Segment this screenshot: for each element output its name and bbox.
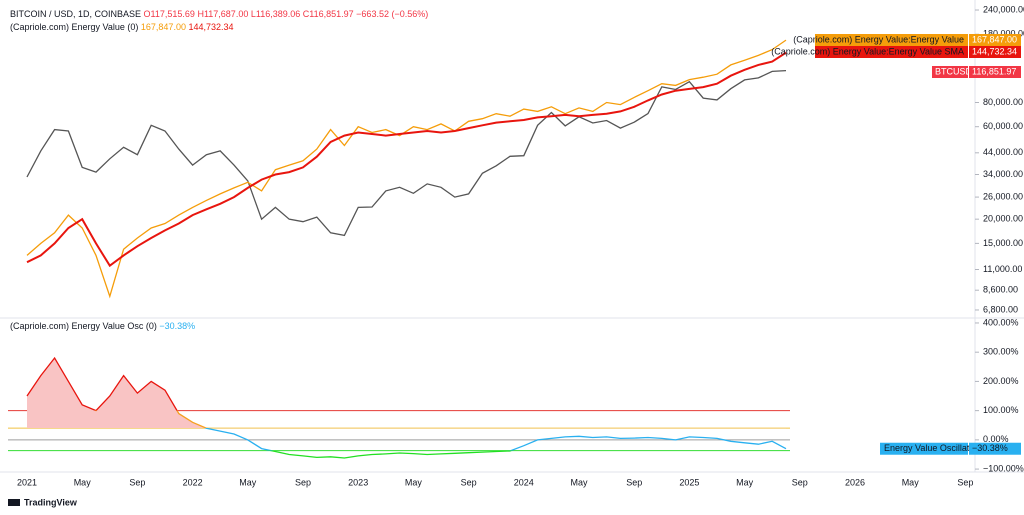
- y-tick-label: 34,000.00: [983, 169, 1023, 179]
- close: C116,851.97: [303, 9, 354, 19]
- value-label: −30.38%: [972, 443, 1008, 453]
- osc-area: [27, 358, 207, 429]
- x-tick-label: May: [570, 477, 588, 487]
- brand: TradingView: [8, 497, 78, 507]
- value-box: [969, 34, 1021, 46]
- y-tick-label: 8,600.00: [983, 285, 1018, 295]
- label-box: [880, 442, 968, 455]
- symbol-legend: BITCOIN / USD, 1D, COINBASE O117,515.69 …: [10, 9, 428, 19]
- change: −663.52 (−0.56%): [356, 9, 428, 19]
- x-tick-label: May: [902, 477, 920, 487]
- value-label: 167,847.00: [972, 34, 1017, 44]
- y-tick-label: 20,000.00: [983, 214, 1023, 224]
- high: H117,687.00: [197, 9, 248, 19]
- label-box: [815, 46, 968, 58]
- value-label: 144,732.34: [972, 46, 1017, 56]
- series-line: [26, 39, 787, 299]
- y-tick-label: 400.00%: [983, 317, 1019, 327]
- y-tick-label: 11,000.00: [983, 264, 1022, 274]
- series-label: Energy Value Oscillator: [884, 443, 977, 453]
- value-box: [969, 442, 1021, 455]
- open: O117,515.69: [144, 9, 195, 19]
- x-tick-label: Sep: [129, 477, 145, 487]
- series-label: BTCUSD: [935, 66, 973, 76]
- indicator-value: 167,847.00: [141, 22, 186, 32]
- y-tick-label: 200.00%: [983, 376, 1019, 386]
- x-tick-label: 2025: [679, 477, 699, 487]
- y-tick-label: 15,000.00: [983, 238, 1023, 248]
- x-tick-label: Sep: [792, 477, 808, 487]
- osc-title: (Capriole.com) Energy Value Osc (0): [10, 321, 157, 331]
- x-tick-label: 2022: [183, 477, 203, 487]
- x-tick-label: 2024: [514, 477, 534, 487]
- x-tick-label: Sep: [295, 477, 311, 487]
- series-label: (Capriole.com) Energy Value:Energy Value…: [771, 46, 964, 56]
- value-box: [969, 46, 1021, 58]
- series-line: [26, 51, 787, 268]
- indicator-name: (Capriole.com) Energy Value (0): [10, 22, 138, 32]
- y-tick-label: 80,000.00: [983, 97, 1023, 107]
- y-tick-label: 100.00%: [983, 405, 1019, 415]
- x-tick-label: Sep: [461, 477, 477, 487]
- y-tick-label: 180,000.00: [983, 29, 1024, 39]
- brand-name: TradingView: [24, 497, 78, 507]
- x-tick-label: May: [239, 477, 257, 487]
- x-tick-label: May: [405, 477, 423, 487]
- y-tick-label: 60,000.00: [983, 121, 1023, 131]
- low: L116,389.06: [251, 9, 300, 19]
- y-tick-label: 6,800.00: [983, 304, 1018, 314]
- x-tick-label: May: [74, 477, 92, 487]
- x-tick-label: 2026: [845, 477, 865, 487]
- label-box: [932, 66, 968, 78]
- symbol: BITCOIN / USD, 1D, COINBASE: [10, 9, 141, 19]
- brand-logo: [8, 499, 20, 506]
- series-line: [26, 356, 787, 459]
- y-tick-label: 300.00%: [983, 347, 1019, 357]
- osc-value: −30.38%: [159, 321, 195, 331]
- y-tick-label: 26,000.00: [983, 191, 1023, 201]
- x-tick-label: Sep: [626, 477, 642, 487]
- series-label: (Capriole.com) Energy Value:Energy Value: [793, 34, 964, 44]
- y-tick-label: 44,000.00: [983, 147, 1023, 157]
- x-tick-label: Sep: [957, 477, 973, 487]
- x-tick-label: May: [736, 477, 754, 487]
- y-tick-label: 0.00%: [983, 434, 1009, 444]
- y-tick-label: 240,000.00: [983, 4, 1024, 14]
- y-tick-label: −100.00%: [983, 463, 1024, 473]
- indicator-sma: 144,732.34: [188, 22, 233, 32]
- value-box: [969, 66, 1021, 78]
- x-tick-label: 2021: [17, 477, 37, 487]
- osc-legend: (Capriole.com) Energy Value Osc (0) −30.…: [10, 321, 195, 331]
- x-tick-label: 2023: [348, 477, 368, 487]
- series-line: [26, 69, 787, 237]
- value-label: 116,851.97: [972, 66, 1016, 76]
- indicator-legend: (Capriole.com) Energy Value (0) 167,847.…: [10, 22, 234, 32]
- label-box: [815, 34, 968, 46]
